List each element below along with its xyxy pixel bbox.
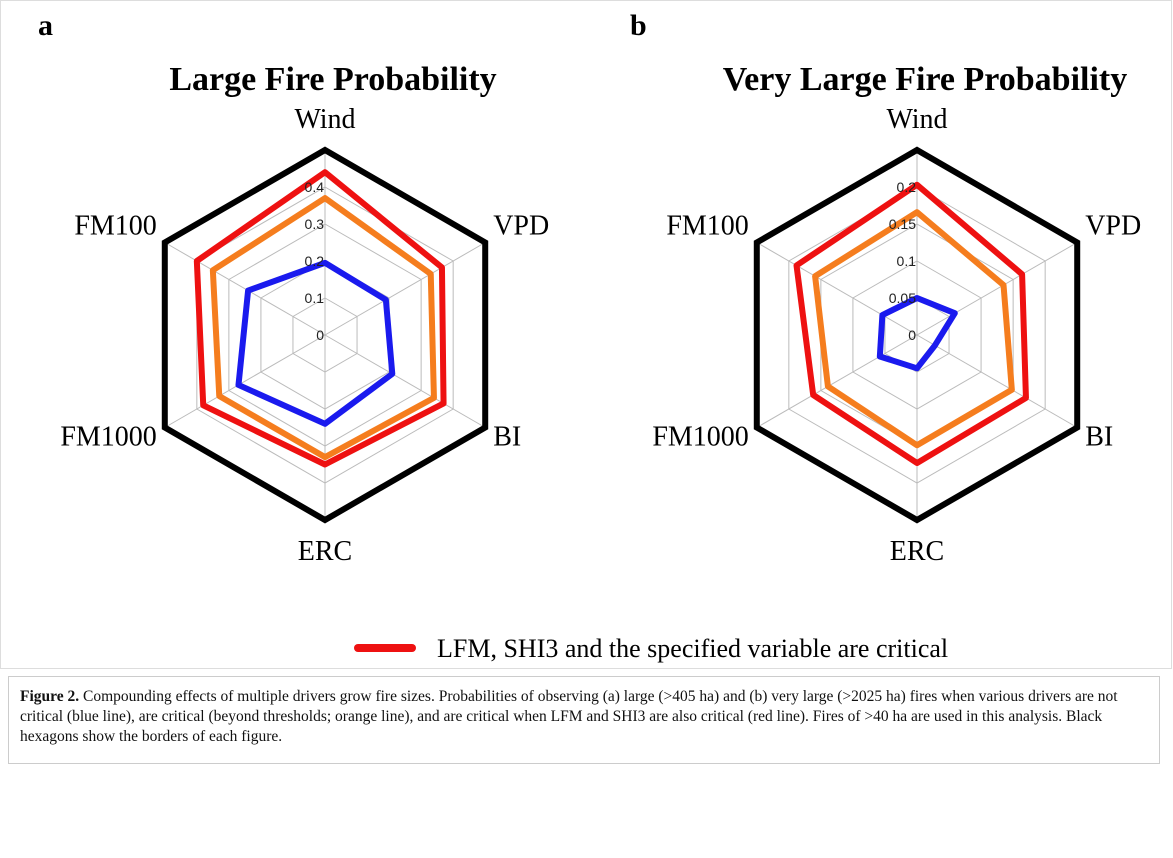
border-hexagon bbox=[161, 146, 489, 524]
r-tick-label: 0.1 bbox=[897, 253, 917, 269]
series-line bbox=[235, 259, 396, 427]
axis-label: ERC bbox=[890, 536, 944, 567]
figure-border bbox=[0, 0, 1172, 669]
axis-label: FM100 bbox=[666, 211, 748, 242]
caption-text: Compounding effects of multiple drivers … bbox=[20, 688, 1118, 745]
spoke bbox=[916, 334, 1078, 428]
axis-label: FM1000 bbox=[652, 422, 748, 453]
spoke bbox=[324, 242, 486, 336]
r-tick-label: 0.4 bbox=[305, 179, 325, 195]
r-tick-label: 0.2 bbox=[305, 253, 325, 269]
axis-label: VPD bbox=[493, 211, 549, 242]
axis-label: FM1000 bbox=[60, 422, 156, 453]
series-line bbox=[793, 181, 1029, 467]
axis-label: ERC bbox=[298, 536, 352, 567]
chart-title: Large Fire Probability bbox=[169, 61, 496, 98]
spoke bbox=[164, 242, 326, 336]
panel-label: b bbox=[630, 9, 647, 42]
caption-label: Figure 2. bbox=[20, 688, 80, 705]
r-tick-label: 0.1 bbox=[305, 290, 325, 306]
chart-area: a Large Fire Probability 0 0.1 0.2 0.3 0.4 Wind… bbox=[0, 0, 1172, 669]
r-tick-label: 0.3 bbox=[305, 216, 325, 232]
chart-title: Very Large Fire Probability bbox=[723, 61, 1127, 98]
r-tick-label: 0 bbox=[316, 327, 324, 343]
r-tick-label: 0.15 bbox=[889, 216, 916, 232]
series-line bbox=[876, 295, 958, 372]
axis-label: VPD bbox=[1085, 211, 1141, 242]
caption-box bbox=[8, 676, 1160, 764]
panel-label: a bbox=[38, 9, 53, 42]
axis-label: FM100 bbox=[74, 211, 156, 242]
spoke bbox=[324, 334, 486, 428]
spoke bbox=[916, 242, 1078, 336]
axis-label: Wind bbox=[886, 104, 947, 135]
caption: Figure 2. Compounding effects of multipl… bbox=[20, 687, 1140, 747]
legend-label: LFM, SHI3 and the specified variable are… bbox=[437, 634, 948, 663]
r-tick-label: 0 bbox=[908, 327, 916, 343]
axis-label: Wind bbox=[294, 104, 355, 135]
r-tick-label: 0.05 bbox=[889, 290, 916, 306]
spoke bbox=[756, 242, 918, 336]
spoke bbox=[756, 334, 918, 428]
series-line bbox=[193, 169, 447, 468]
border-hexagon bbox=[753, 146, 1081, 524]
spoke bbox=[164, 334, 326, 428]
axis-label: BI bbox=[493, 422, 521, 453]
axis-label: BI bbox=[1085, 422, 1113, 453]
series-line bbox=[812, 209, 1015, 449]
r-tick-label: 0.2 bbox=[897, 179, 917, 195]
series-line bbox=[209, 195, 437, 461]
